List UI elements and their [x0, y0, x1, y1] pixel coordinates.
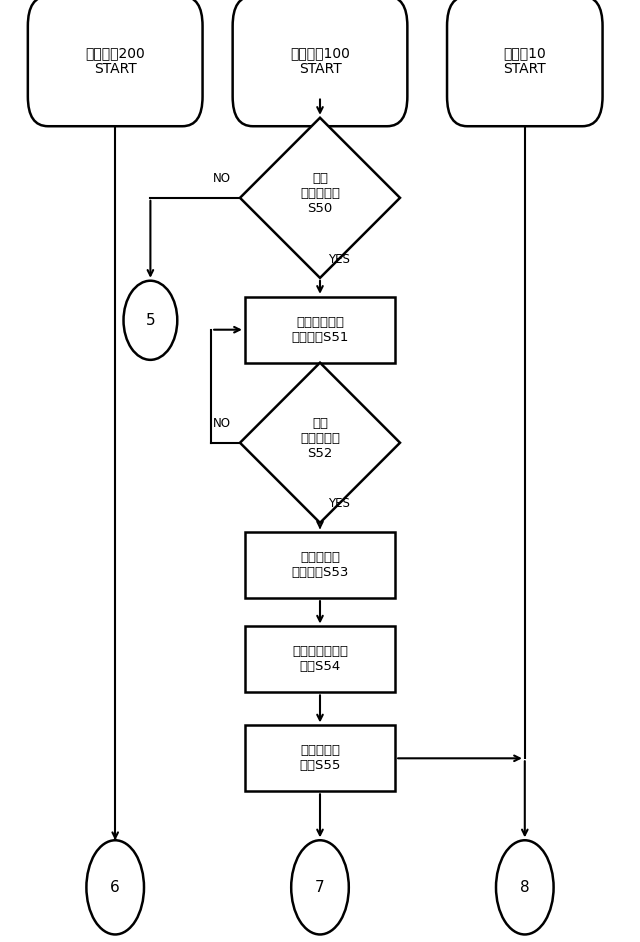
Text: ユーザ情報
送信S55: ユーザ情報 送信S55 [300, 744, 340, 772]
Polygon shape [240, 118, 400, 278]
Circle shape [124, 281, 177, 360]
Ellipse shape [291, 840, 349, 934]
Text: YES: YES [328, 252, 349, 266]
Bar [245, 297, 395, 363]
FancyBboxPatch shape [233, 0, 408, 126]
Ellipse shape [86, 840, 144, 934]
Text: ユーザ認証
入力受付S53: ユーザ認証 入力受付S53 [291, 551, 349, 579]
Polygon shape [240, 363, 400, 523]
Text: 選択
入力受付？
S52: 選択 入力受付？ S52 [300, 416, 340, 460]
Text: NO: NO [212, 172, 230, 186]
Text: 6: 6 [110, 880, 120, 895]
Text: YES: YES [328, 497, 349, 511]
Text: NO: NO [212, 417, 230, 430]
Text: 8: 8 [520, 880, 530, 895]
FancyBboxPatch shape [447, 0, 603, 126]
Bar [245, 532, 395, 598]
Bar [245, 626, 395, 692]
Text: 起動
入力受付？
S50: 起動 入力受付？ S50 [300, 171, 340, 215]
Text: 認証内容決定
画面表示S51: 認証内容決定 画面表示S51 [291, 316, 349, 344]
Text: 5: 5 [145, 313, 156, 328]
Ellipse shape [496, 840, 554, 934]
FancyBboxPatch shape [28, 0, 202, 126]
Text: 情報機器200
START: 情報機器200 START [85, 46, 145, 76]
Text: 7: 7 [315, 880, 325, 895]
Text: サーバ10
START: サーバ10 START [504, 46, 546, 76]
Text: 情報端末100
START: 情報端末100 START [290, 46, 350, 76]
Text: 端末・個人情報
取得S54: 端末・個人情報 取得S54 [292, 645, 348, 674]
Bar [245, 725, 395, 791]
